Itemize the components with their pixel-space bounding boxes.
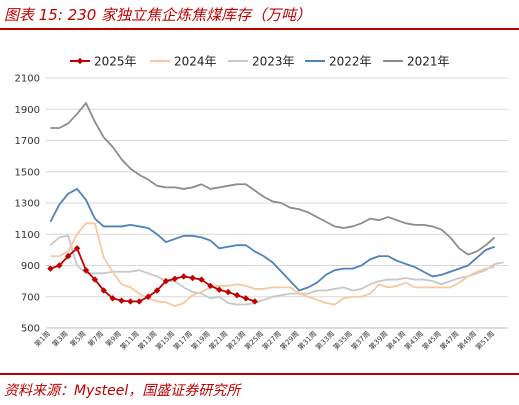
data-point: [198, 276, 205, 283]
data-point: [251, 298, 258, 305]
x-tick-label: 第3周: [50, 329, 69, 348]
x-tick-label: 第43周: [402, 329, 425, 352]
y-tick-label: 700: [21, 292, 40, 303]
data-point: [100, 287, 107, 294]
x-tick-label: 第45周: [420, 329, 443, 352]
series-line: [49, 234, 504, 306]
legend-label: 2025年: [94, 55, 137, 69]
series-line: [50, 222, 495, 308]
data-point: [242, 295, 250, 302]
data-point: [144, 293, 152, 300]
x-tick-label: 第21周: [207, 329, 230, 352]
data-point: [171, 275, 179, 282]
data-point: [118, 297, 125, 304]
data-point: [91, 276, 99, 283]
y-tick-label: 2100: [15, 74, 40, 85]
data-point: [127, 298, 134, 305]
y-tick-label: 1100: [15, 230, 40, 241]
series-line: [50, 102, 496, 256]
legend-marker: [76, 57, 84, 65]
y-tick-label: 1300: [15, 199, 40, 210]
x-tick-label: 第47周: [438, 329, 461, 352]
data-point: [73, 245, 81, 252]
x-tick-label: 第25周: [243, 329, 266, 352]
data-point: [109, 295, 116, 302]
data-point: [136, 298, 143, 305]
data-point: [180, 273, 187, 280]
x-tick-label: 第49周: [456, 329, 479, 352]
y-tick-label: 1900: [15, 105, 40, 116]
data-point: [56, 262, 63, 269]
data-point: [65, 252, 72, 260]
data-point: [82, 266, 90, 274]
x-tick-label: 第23周: [225, 329, 248, 352]
data-point: [216, 286, 223, 293]
x-tick-label: 第15周: [154, 329, 177, 352]
legend-label: 2022年: [329, 55, 372, 69]
data-point: [47, 265, 54, 272]
legend-label: 2024年: [174, 55, 217, 69]
x-tick-label: 第11周: [118, 329, 141, 352]
x-tick-label: 第13周: [136, 329, 159, 352]
y-tick-label: 1500: [15, 167, 40, 178]
x-tick-label: 第29周: [278, 329, 301, 352]
x-tick-label: 第41周: [385, 329, 408, 352]
x-tick-label: 第7周: [86, 329, 105, 348]
y-tick-label: 500: [21, 324, 40, 335]
legend-label: 2021年: [407, 55, 450, 69]
chart-title: 图表 15: 230 家独立焦企炼焦煤库存（万吨）: [4, 6, 312, 24]
data-point: [233, 291, 241, 299]
line-chart: 500700900110013001500170019002100第1周 第3周第…: [15, 55, 508, 352]
x-tick-label: 第27周: [260, 329, 283, 352]
x-tick-label: 第33周: [314, 329, 337, 352]
title-divider: [0, 28, 519, 30]
source-note: 资料来源：Mysteel，国盛证券研究所: [4, 383, 241, 399]
data-point: [224, 288, 232, 296]
source-divider: [0, 373, 519, 375]
data-point: [162, 277, 170, 285]
data-point: [153, 287, 161, 294]
x-tick-label: 第19周: [189, 329, 212, 352]
series-line: [49, 188, 495, 292]
x-tick-label: 第17周: [171, 329, 194, 352]
data-point: [189, 274, 196, 282]
legend-label: 2023年: [252, 55, 295, 69]
x-tick-label: 第35周: [331, 329, 354, 352]
y-tick-label: 900: [21, 261, 40, 272]
y-tick-label: 1700: [15, 136, 40, 147]
x-tick-label: 第31周: [296, 329, 319, 352]
x-tick-label: 第37周: [349, 329, 372, 352]
x-tick-label: 第5周: [68, 329, 87, 348]
x-tick-label: 第39周: [367, 329, 390, 352]
data-point: [207, 282, 214, 290]
x-tick-label: 第51周: [474, 329, 497, 352]
